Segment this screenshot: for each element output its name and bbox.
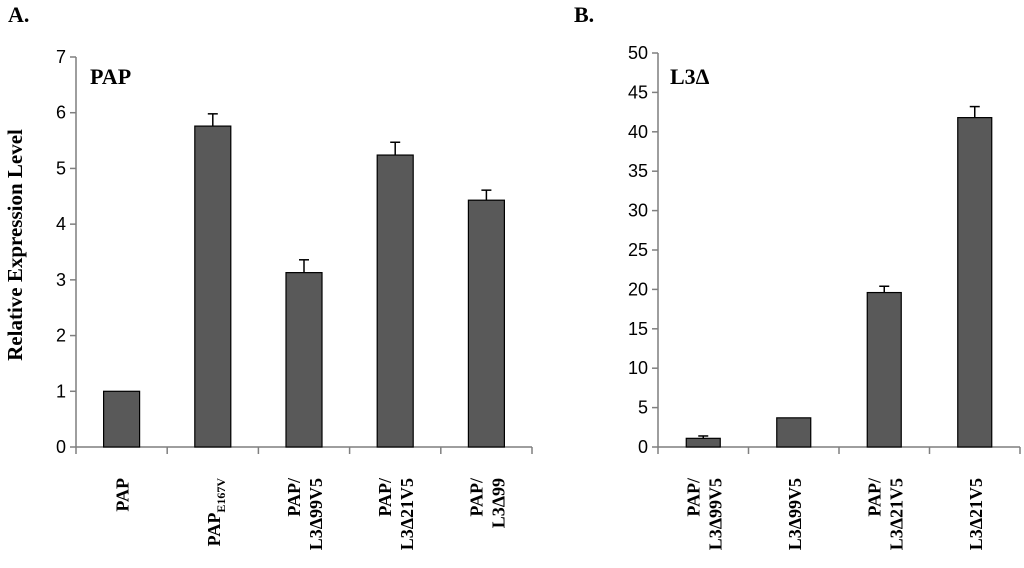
panel-b-category-label-line: PAP/ [864, 477, 884, 517]
panel-b-y-tick-label: 50 [628, 43, 648, 63]
panel-a-category-label-text: L3Δ21V5 [397, 478, 417, 550]
panel-a-category-label: PAP/L3Δ99 [466, 477, 508, 528]
panel-b-category-label-line: L3Δ99V5 [705, 478, 725, 550]
panel-a-category-label-text: PAP/ [375, 477, 395, 517]
panel-b-category-label-line: L3Δ99V5 [785, 478, 805, 550]
panel-a-category-label: PAP [113, 478, 133, 512]
panel-a-category-label-line: L3Δ21V5 [397, 478, 417, 550]
panel-b-category-label: L3Δ21V5 [966, 478, 986, 550]
panel-a-category-label-line: PAP/ [284, 477, 304, 517]
panel-b-bar [957, 117, 993, 448]
panel-a-category-label-text: L3Δ99 [488, 478, 508, 528]
panel-a-y-tick-label: 4 [56, 214, 66, 234]
panel-b-bar [866, 291, 902, 448]
panel-a-title: PAP [90, 64, 131, 89]
panel-b-category-label-text: L3Δ21V5 [966, 478, 986, 550]
panel-a-category-label-text: L3Δ99V5 [306, 478, 326, 550]
panel-a-category-label: PAP/L3Δ21V5 [375, 477, 417, 550]
panel-a-y-tick-label: 5 [56, 158, 66, 178]
panel-a-bar [376, 154, 414, 448]
panel-b-label: B. [574, 2, 594, 27]
panel-a-category-label-line: PAP [113, 478, 133, 512]
panel-a-label: A. [8, 2, 29, 27]
panel-a-category-label-line: PAPE167V [204, 478, 228, 547]
panel-b-bar [776, 417, 812, 448]
panel-b-y-tick-label: 35 [628, 161, 648, 181]
panel-b-title: L3Δ [670, 64, 710, 89]
panel-a-category-label-text: PAP [204, 513, 224, 547]
panel-b-category-label-text: L3Δ99V5 [785, 478, 805, 550]
panel-b-y-tick-label: 15 [628, 319, 648, 339]
panel-a-category-label-text: PAP/ [466, 477, 486, 517]
panel-a-y-tick-label: 6 [56, 103, 66, 123]
panel-b-y-tick-label: 25 [628, 240, 648, 260]
panel-b-category-label: L3Δ99V5 [785, 478, 805, 550]
panel-a-y-tick-label: 7 [56, 47, 66, 67]
panel-b-y-tick-label: 5 [638, 398, 648, 418]
panel-a-category-label-subscript: E167V [214, 478, 228, 513]
panel-b-category-label-text: L3Δ99V5 [705, 478, 725, 550]
panel-a-category-label-text: PAP [113, 478, 133, 512]
panel-a-bar [467, 199, 505, 448]
panel-a-category-label-line: PAP/ [466, 477, 486, 517]
panel-b-category-label-line: L3Δ21V5 [886, 478, 906, 550]
panel-a-bar [285, 272, 323, 448]
panel-a-y-tick-label: 3 [56, 270, 66, 290]
panel-b-y-tick-label: 30 [628, 201, 648, 221]
panel-b-y-tick-label: 0 [638, 437, 648, 457]
panel-a-category-label-line: PAP/ [375, 477, 395, 517]
panel-a-category-label-text: PAP/ [284, 477, 304, 517]
panel-b-category-label-line: L3Δ21V5 [966, 478, 986, 550]
panel-b-category-label-text: PAP/ [683, 477, 703, 517]
panel-b-category-label-text: PAP/ [864, 477, 884, 517]
panel-a-bar [194, 125, 232, 448]
panel-a-category-label-line: L3Δ99V5 [306, 478, 326, 550]
panel-a-bar [102, 390, 141, 448]
panel-b-category-label: PAP/L3Δ99V5 [683, 477, 725, 550]
panel-a-category-label-line: L3Δ99 [488, 478, 508, 528]
panel-b-category-label: PAP/L3Δ21V5 [864, 477, 906, 550]
panel-b-y-tick-label: 40 [628, 122, 648, 142]
panel-b-category-label-line: PAP/ [683, 477, 703, 517]
panel-a-y-tick-label: 1 [56, 381, 66, 401]
panel-b-y-tick-label: 45 [628, 82, 648, 102]
panel-a-y-axis-label: Relative Expression Level [3, 129, 27, 361]
panel-b-bar [685, 437, 721, 448]
panel-a-y-tick-label: 2 [56, 326, 66, 346]
panel-a-y-tick-label: 0 [56, 437, 66, 457]
panel-a-category-label: PAPE167V [204, 478, 228, 547]
panel-b-y-tick-label: 20 [628, 279, 648, 299]
panel-a-category-label: PAP/L3Δ99V5 [284, 477, 326, 550]
panel-b-y-tick-label: 10 [628, 358, 648, 378]
panel-b-category-label-text: L3Δ21V5 [886, 478, 906, 550]
